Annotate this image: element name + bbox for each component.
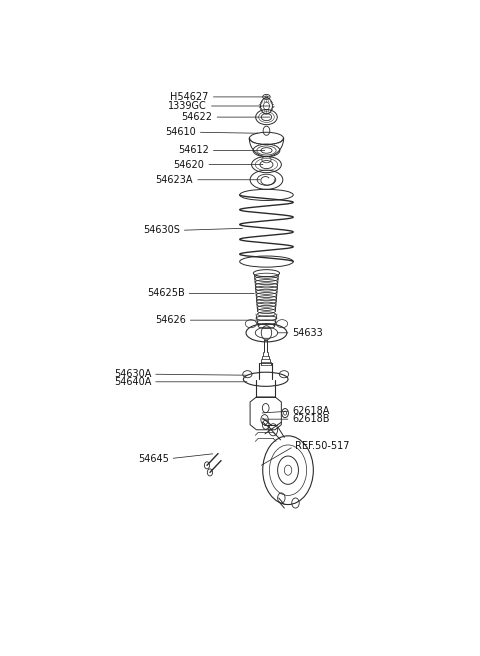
Text: 62618B: 62618B	[292, 414, 330, 424]
Text: 54610: 54610	[165, 127, 196, 137]
Text: 54625B: 54625B	[147, 289, 185, 298]
Text: 1339GC: 1339GC	[168, 101, 207, 111]
Text: 54640A: 54640A	[114, 377, 151, 387]
Text: 54645: 54645	[138, 453, 168, 464]
Text: 54620: 54620	[173, 159, 204, 170]
Text: 54622: 54622	[181, 112, 213, 122]
Text: 54612: 54612	[178, 146, 209, 155]
Text: 54623A: 54623A	[156, 174, 193, 185]
Text: REF.50-517: REF.50-517	[296, 441, 350, 451]
Text: 54630S: 54630S	[143, 225, 180, 236]
Text: 62618A: 62618A	[292, 406, 330, 416]
Text: 54633: 54633	[292, 328, 323, 338]
Text: H54627: H54627	[170, 92, 209, 102]
Text: 54630A: 54630A	[114, 369, 151, 379]
Text: 54626: 54626	[155, 315, 186, 325]
